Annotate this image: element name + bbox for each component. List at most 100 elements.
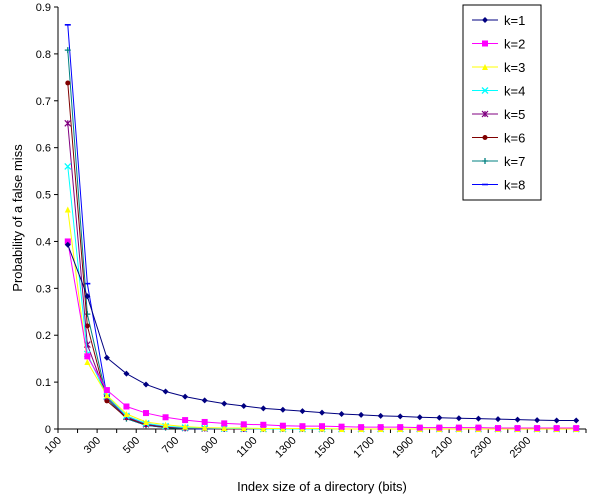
data-point <box>240 421 247 428</box>
data-point <box>495 416 501 423</box>
data-point <box>64 206 71 213</box>
data-point <box>397 424 404 431</box>
y-tick-label: 0.6 <box>36 143 51 155</box>
x-axis-title: Index size of a directory (bits) <box>237 479 407 494</box>
legend-label: k=6 <box>504 131 525 146</box>
legend-marker <box>482 135 488 140</box>
data-point <box>221 400 228 407</box>
y-tick-label: 0.3 <box>36 283 51 295</box>
data-point <box>221 425 228 432</box>
data-point <box>436 424 443 431</box>
data-point <box>514 425 521 432</box>
legend-item: k=7 <box>472 154 525 169</box>
data-point <box>123 403 130 410</box>
data-point <box>64 47 71 54</box>
data-point <box>103 387 110 394</box>
data-point <box>534 425 541 432</box>
data-point <box>260 421 267 428</box>
data-point <box>338 410 345 417</box>
y-tick-label: 0.4 <box>36 236 51 248</box>
data-point <box>455 424 462 431</box>
data-point <box>182 423 189 430</box>
legend-item: k=5 <box>472 107 525 122</box>
data-point <box>64 119 72 127</box>
data-point <box>553 417 560 424</box>
y-tick-label: 0.7 <box>36 96 51 108</box>
legend-label: k=4 <box>504 84 525 99</box>
data-point <box>358 411 365 418</box>
data-point <box>260 425 267 432</box>
data-point <box>338 423 345 430</box>
data-point <box>64 238 71 245</box>
data-point <box>260 405 267 412</box>
legend-item: k=2 <box>472 37 525 52</box>
data-point <box>84 358 91 365</box>
y-axis-title: Probability of a false miss <box>10 144 25 292</box>
data-point <box>436 414 443 421</box>
data-point <box>358 424 365 431</box>
legend-marker <box>481 110 489 118</box>
data-point <box>64 241 71 248</box>
legend-label: k=5 <box>504 107 525 122</box>
data-point <box>240 425 247 432</box>
data-point <box>123 370 130 377</box>
data-point <box>143 418 149 425</box>
y-tick-label: 0.8 <box>36 49 51 61</box>
y-tick-label: 0 <box>45 424 51 436</box>
series-k1 <box>64 241 580 424</box>
data-point <box>221 420 228 427</box>
data-point <box>143 381 149 388</box>
data-point <box>182 393 189 400</box>
data-point <box>416 424 423 431</box>
data-point <box>416 414 423 421</box>
legend: k=1 k=2 k=3 k=4 k=5 k=6 k=7 k=8 <box>462 4 542 201</box>
data-point <box>143 410 149 417</box>
data-point <box>299 423 306 430</box>
data-point <box>162 414 169 421</box>
data-point <box>65 80 71 86</box>
data-point <box>377 412 384 419</box>
data-point <box>104 398 110 404</box>
data-point <box>397 413 404 420</box>
data-point <box>162 421 169 428</box>
data-point <box>64 162 72 170</box>
data-point <box>201 418 208 425</box>
data-point <box>182 417 189 424</box>
data-point <box>377 424 384 431</box>
legend-label: k=7 <box>504 154 525 169</box>
legend-marker <box>481 87 489 94</box>
legend-label: k=3 <box>504 60 525 75</box>
data-point <box>279 422 286 429</box>
y-tick-label: 0.1 <box>36 377 51 389</box>
y-tick-label: 0.2 <box>36 330 51 342</box>
series-k2 <box>64 238 580 432</box>
data-point <box>84 311 91 318</box>
legend-label: k=2 <box>504 37 525 52</box>
data-point <box>475 415 482 422</box>
data-point <box>201 397 208 404</box>
legend-marker <box>482 17 488 23</box>
data-point <box>319 423 325 430</box>
data-point <box>240 403 247 410</box>
data-point <box>103 392 110 399</box>
legend-box <box>462 4 542 201</box>
data-point <box>475 424 482 431</box>
data-point <box>162 388 169 395</box>
data-point <box>84 293 91 300</box>
data-point <box>553 425 560 432</box>
series-layer <box>64 24 580 433</box>
y-tick-label: 0.9 <box>36 2 51 14</box>
legend-marker <box>482 40 488 47</box>
data-point <box>201 424 208 431</box>
y-tick-label: 0.5 <box>36 190 51 202</box>
data-point <box>455 415 462 422</box>
data-point <box>103 354 110 361</box>
legend-label: k=1 <box>504 13 525 28</box>
data-point <box>123 410 130 417</box>
data-point <box>495 425 501 432</box>
data-point <box>299 408 306 415</box>
legend-item: k=1 <box>472 13 525 28</box>
legend-label: k=8 <box>504 178 525 193</box>
data-point <box>84 353 91 360</box>
